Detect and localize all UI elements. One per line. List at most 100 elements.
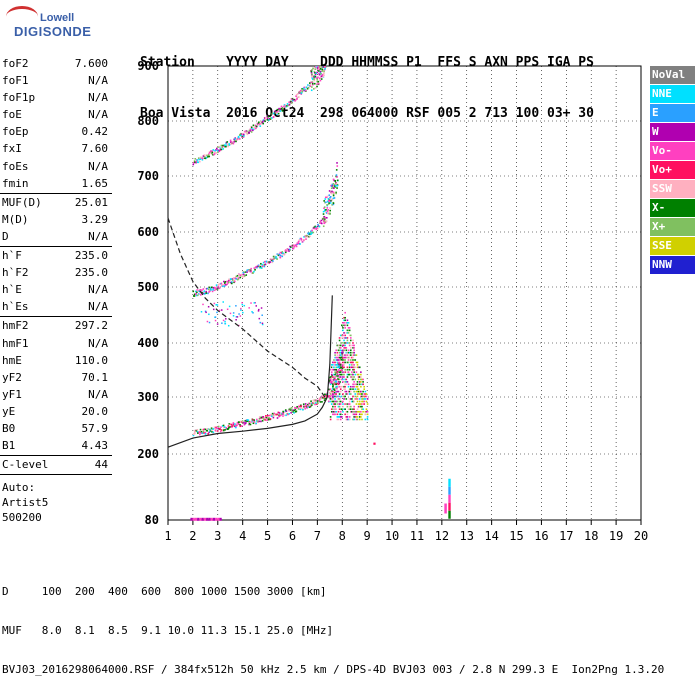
echo-point (194, 432, 196, 435)
echo-point (233, 140, 236, 142)
echo-point (330, 199, 333, 202)
echo-point (264, 263, 267, 266)
param-label: MUF(D) (2, 195, 42, 209)
echo-point (345, 378, 348, 381)
echo-point (362, 381, 364, 383)
echo-point (357, 366, 360, 369)
echo-point (337, 381, 340, 383)
echo-point (311, 73, 313, 76)
legend-item-w: W (650, 123, 695, 141)
echo-point (320, 75, 323, 78)
echo-point (255, 265, 258, 268)
echo-point (247, 419, 250, 421)
echo-point (335, 390, 338, 393)
echo-point (339, 354, 342, 356)
echo-point (232, 312, 235, 314)
echo-point (354, 373, 357, 376)
echo-point (290, 411, 292, 414)
echo-point (275, 255, 277, 258)
echo-point (343, 408, 345, 410)
echo-point (193, 293, 196, 296)
echo-point (338, 356, 341, 359)
echo-point (302, 403, 305, 406)
echo-point (261, 322, 264, 325)
echo-point (330, 187, 333, 189)
echo-point (342, 349, 344, 352)
echo-point (309, 233, 311, 235)
echo-point (281, 107, 284, 109)
echo-point (347, 351, 350, 354)
echo-point (349, 393, 352, 395)
echo-point (293, 409, 296, 412)
echo-point (344, 311, 346, 314)
echo-point (206, 517, 209, 521)
echo-point (335, 385, 338, 388)
echo-point (223, 282, 226, 284)
echo-point (212, 286, 215, 289)
echo-point (344, 413, 346, 416)
echo-point (347, 327, 350, 329)
echo-point (353, 347, 355, 349)
echo-point (232, 424, 234, 426)
y-tick-label: 900 (137, 59, 159, 73)
echo-point (313, 227, 316, 230)
echo-point (253, 302, 256, 304)
param-value: 3.29 (81, 212, 109, 226)
echo-point (330, 394, 333, 396)
echo-point (225, 142, 227, 145)
echo-point (322, 218, 324, 220)
echo-point (336, 354, 339, 356)
echo-point (257, 420, 259, 422)
echo-point (310, 71, 313, 74)
echo-point (266, 419, 268, 422)
echo-point (284, 249, 287, 251)
echo-point (237, 135, 240, 138)
echo-point (256, 418, 258, 421)
echo-point (234, 425, 236, 428)
echo-point (347, 418, 350, 421)
echo-point (352, 408, 354, 410)
echo-point (352, 364, 354, 366)
echo-point (358, 381, 361, 383)
echo-point (228, 278, 230, 281)
echo-point (269, 118, 272, 120)
echo-point (335, 395, 338, 398)
echo-point (264, 419, 266, 421)
echo-point (363, 398, 366, 400)
echo-point (330, 378, 333, 381)
echo-point (346, 416, 349, 418)
echo-point (336, 351, 339, 354)
echo-point (225, 141, 228, 144)
echo-point (349, 334, 352, 337)
param-row: B0 57.9 (0, 420, 112, 437)
echo-point (203, 157, 206, 160)
echo-point (190, 517, 193, 521)
echo-point (246, 131, 249, 134)
echo-point (328, 392, 331, 394)
echo-point (245, 131, 247, 134)
echo-point (335, 368, 338, 371)
echo-point (253, 419, 256, 421)
echo-point (336, 176, 338, 178)
echo-point (352, 376, 354, 378)
echo-point (276, 413, 279, 416)
echo-point (316, 85, 318, 88)
echo-point (192, 434, 195, 437)
echo-point (202, 303, 204, 306)
param-row: hmF1 N/A (0, 335, 112, 352)
x-tick-label: 15 (509, 529, 523, 543)
echo-point (336, 184, 339, 187)
echo-point (316, 66, 318, 68)
echo-point (305, 86, 308, 89)
echo-point (344, 324, 346, 327)
echo-point (352, 385, 354, 388)
x-tick-label: 6 (289, 529, 296, 543)
interference-bar (444, 503, 447, 514)
echo-point (360, 410, 362, 413)
echo-point (299, 408, 302, 411)
param-row: foE N/A (0, 106, 112, 123)
echo-point (257, 122, 260, 124)
echo-point (349, 410, 352, 413)
echo-point (192, 517, 195, 521)
echo-point (244, 419, 247, 422)
